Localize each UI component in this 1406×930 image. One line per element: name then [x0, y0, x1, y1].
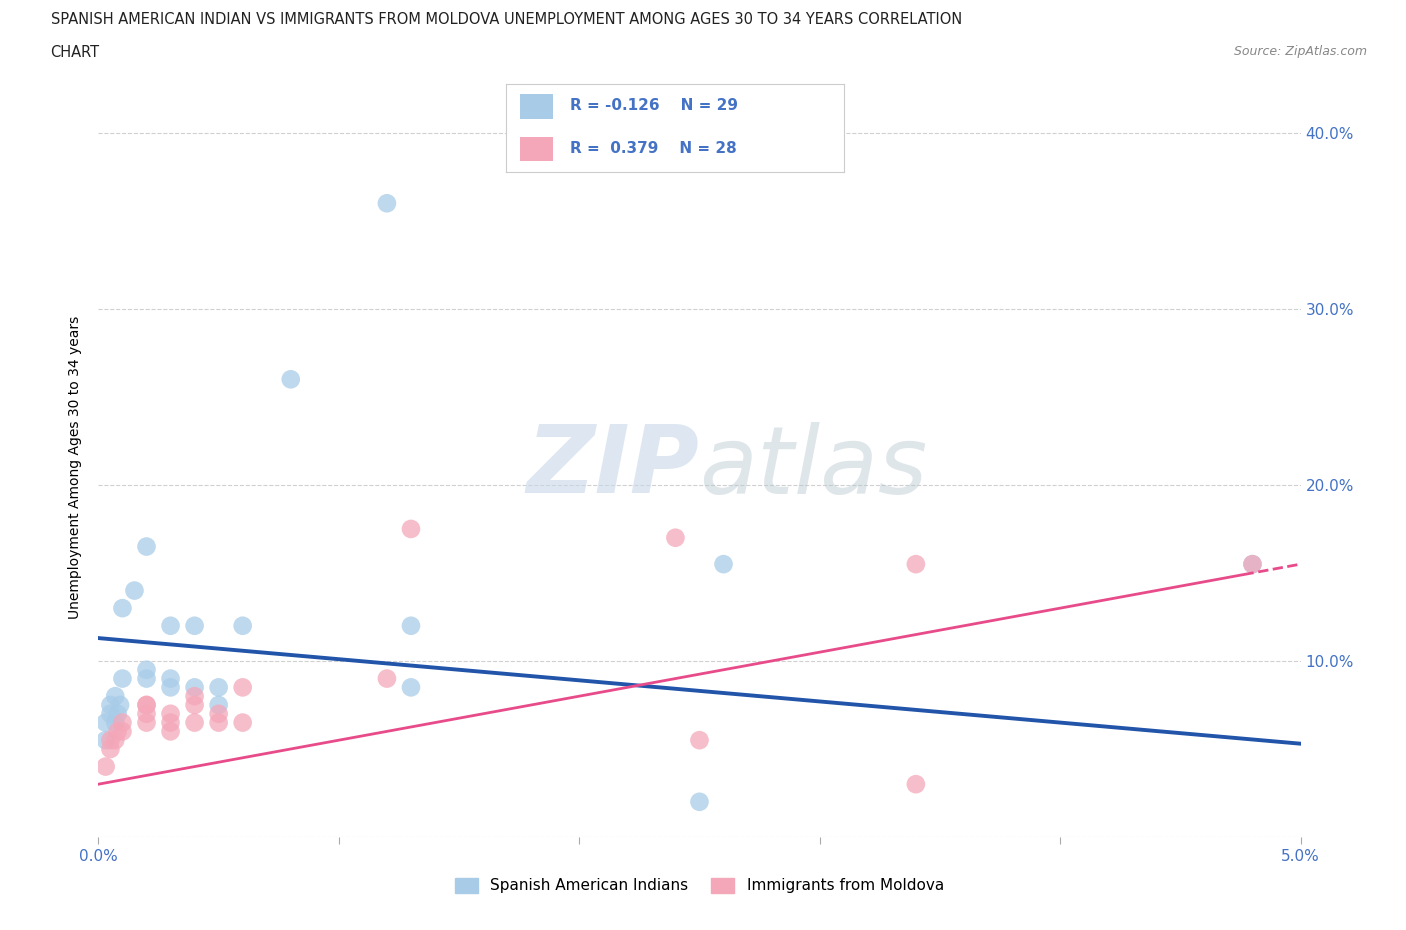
Point	[713, 557, 735, 572]
Point	[208, 715, 231, 730]
Point	[689, 794, 711, 809]
Point	[689, 733, 711, 748]
Point	[375, 671, 398, 686]
Point	[159, 724, 181, 738]
Text: R = -0.126    N = 29: R = -0.126 N = 29	[571, 98, 738, 113]
Point	[399, 522, 422, 537]
Point	[135, 671, 157, 686]
Point	[399, 680, 422, 695]
Point	[159, 680, 181, 695]
Point	[111, 671, 134, 686]
Point	[904, 777, 927, 791]
Point	[135, 715, 157, 730]
Point	[107, 724, 129, 738]
Point	[100, 733, 122, 748]
Text: atlas: atlas	[700, 422, 928, 512]
Point	[135, 662, 157, 677]
Point	[94, 733, 117, 748]
Point	[135, 539, 157, 554]
Point	[124, 583, 146, 598]
Point	[135, 698, 157, 712]
Point	[208, 698, 231, 712]
Point	[135, 707, 157, 722]
Text: CHART: CHART	[51, 45, 100, 60]
Point	[111, 724, 134, 738]
FancyBboxPatch shape	[520, 94, 554, 119]
Point	[100, 698, 122, 712]
Point	[159, 671, 181, 686]
Point	[208, 707, 231, 722]
Point	[135, 698, 157, 712]
Point	[208, 680, 231, 695]
Point	[664, 530, 686, 545]
Text: SPANISH AMERICAN INDIAN VS IMMIGRANTS FROM MOLDOVA UNEMPLOYMENT AMONG AGES 30 TO: SPANISH AMERICAN INDIAN VS IMMIGRANTS FR…	[51, 12, 962, 27]
Point	[183, 715, 205, 730]
Point	[111, 715, 134, 730]
Point	[104, 689, 127, 704]
Point	[108, 698, 131, 712]
Point	[107, 707, 129, 722]
Point	[94, 715, 117, 730]
Point	[104, 715, 127, 730]
Point	[183, 680, 205, 695]
Point	[183, 618, 205, 633]
Point	[1241, 557, 1264, 572]
Y-axis label: Unemployment Among Ages 30 to 34 years: Unemployment Among Ages 30 to 34 years	[69, 315, 83, 619]
Legend: Spanish American Indians, Immigrants from Moldova: Spanish American Indians, Immigrants fro…	[449, 871, 950, 899]
Point	[159, 707, 181, 722]
Point	[100, 741, 122, 756]
Point	[183, 689, 205, 704]
Text: R =  0.379    N = 28: R = 0.379 N = 28	[571, 140, 737, 155]
Point	[399, 618, 422, 633]
Text: ZIP: ZIP	[527, 421, 700, 513]
Point	[232, 618, 254, 633]
Text: Source: ZipAtlas.com: Source: ZipAtlas.com	[1233, 45, 1367, 58]
Point	[232, 680, 254, 695]
Point	[904, 557, 927, 572]
Point	[100, 707, 122, 722]
FancyBboxPatch shape	[520, 137, 554, 162]
Point	[375, 196, 398, 211]
Point	[183, 698, 205, 712]
Point	[232, 715, 254, 730]
Point	[1241, 557, 1264, 572]
Point	[159, 715, 181, 730]
Point	[111, 601, 134, 616]
Point	[280, 372, 302, 387]
Point	[159, 618, 181, 633]
Point	[104, 733, 127, 748]
Point	[94, 759, 117, 774]
